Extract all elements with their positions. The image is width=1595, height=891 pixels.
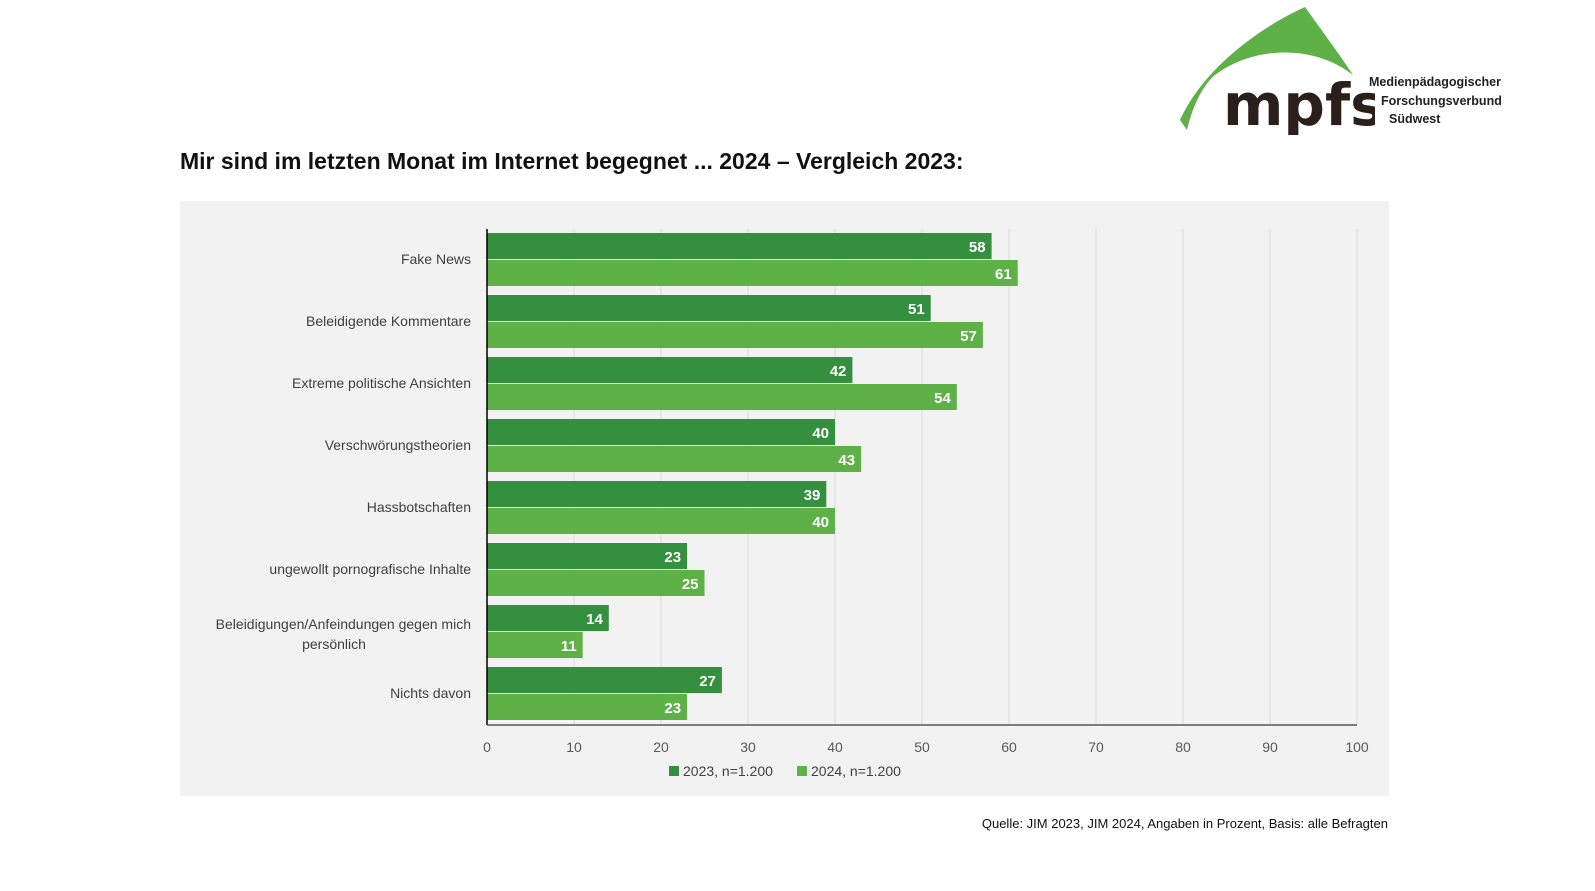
bar: [487, 446, 862, 472]
source-note: Quelle: JIM 2023, JIM 2024, Angaben in P…: [981, 816, 1388, 831]
bar: [487, 233, 992, 259]
x-tick-label: 30: [740, 739, 756, 755]
bar: [487, 419, 835, 445]
data-label: 58: [969, 239, 986, 256]
bar: [487, 508, 835, 534]
x-tick-label: 20: [653, 739, 669, 755]
category-label: Fake News: [401, 251, 471, 267]
bar: [487, 570, 705, 596]
legend-label: 2023, n=1.200: [683, 763, 773, 779]
x-tick-label: 0: [483, 739, 491, 755]
category-label: Beleidigungen/Anfeindungen gegen mich: [216, 616, 471, 632]
page-title: Mir sind im letzten Monat im Internet be…: [180, 148, 964, 174]
bar: [487, 632, 583, 658]
data-label: 14: [586, 611, 603, 628]
mpfs-logo: mpfs Medienpädagogischer Forschungsverbu…: [1175, 5, 1505, 139]
bar: [487, 384, 957, 410]
x-tick-label: 50: [914, 739, 930, 755]
data-label: 27: [699, 673, 716, 690]
logo-line-2: Forschungsverbund: [1381, 94, 1502, 108]
data-label: 51: [908, 301, 925, 318]
data-label: 11: [561, 638, 577, 655]
data-label: 23: [664, 700, 681, 717]
bar: [487, 694, 688, 720]
data-label: 61: [995, 266, 1012, 283]
data-label: 40: [812, 514, 829, 531]
category-label: persönlich: [302, 636, 366, 652]
data-label: 43: [838, 452, 855, 469]
x-tick-label: 10: [566, 739, 582, 755]
bar: [487, 357, 853, 383]
category-label: ungewollt pornografische Inhalte: [269, 561, 471, 577]
x-tick-label: 100: [1345, 739, 1369, 755]
category-label: Nichts davon: [390, 685, 471, 701]
legend-label: 2024, n=1.200: [811, 763, 901, 779]
chart-panel: 0 10 20 30 40 50 60 70 80 90 100 58 61 Fake News 51 57 B…: [180, 201, 1389, 796]
category-label: Verschwörungstheorien: [325, 437, 471, 453]
bar: [487, 605, 609, 631]
legend-swatch: [669, 766, 679, 776]
bar: [487, 667, 722, 693]
bar-chart: 0 10 20 30 40 50 60 70 80 90 100 58 61 Fake News 51 57 B…: [216, 229, 1369, 779]
x-tick-label: 40: [827, 739, 843, 755]
data-label: 23: [664, 549, 681, 566]
data-label: 25: [682, 576, 699, 593]
logo-line-3: Südwest: [1389, 112, 1441, 126]
bar: [487, 322, 983, 348]
category-label: Hassbotschaften: [367, 499, 471, 515]
logo-line-1: Medienpädagogischer: [1369, 75, 1501, 89]
category-label: Extreme politische Ansichten: [292, 375, 471, 391]
data-label: 40: [812, 425, 829, 442]
x-tick-label: 60: [1001, 739, 1017, 755]
x-tick-label: 70: [1088, 739, 1104, 755]
logo-roof-icon: mpfs: [1180, 7, 1385, 139]
bar: [487, 260, 1018, 286]
data-label: 42: [830, 363, 847, 380]
x-tick-label: 90: [1262, 739, 1278, 755]
bar: [487, 543, 688, 569]
x-tick-label: 80: [1175, 739, 1191, 755]
category-label: Beleidigende Kommentare: [306, 313, 471, 329]
data-label: 54: [934, 390, 951, 407]
bar: [487, 481, 827, 507]
data-label: 57: [960, 328, 977, 345]
bar: [487, 295, 931, 321]
legend-swatch: [797, 766, 807, 776]
data-label: 39: [804, 487, 821, 504]
logo-wordmark: mpfs: [1223, 71, 1375, 135]
